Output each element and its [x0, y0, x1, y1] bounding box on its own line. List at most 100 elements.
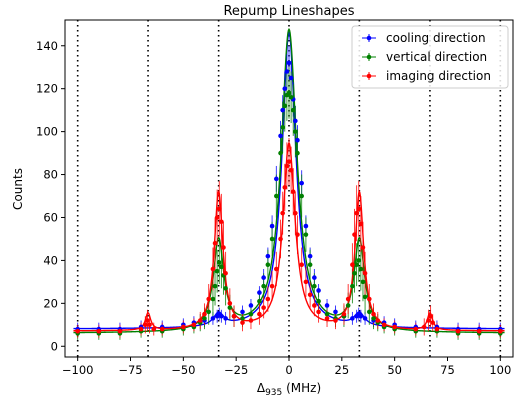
data-points	[75, 60, 503, 336]
data-point	[350, 316, 355, 321]
data-point	[202, 311, 207, 317]
legend-label: vertical direction	[386, 50, 487, 64]
legend-marker	[366, 73, 372, 79]
data-point	[360, 245, 366, 250]
x-axis-label: Δ935 (MHz)	[257, 381, 321, 398]
data-point	[212, 240, 218, 246]
data-point	[290, 189, 296, 195]
data-point	[248, 318, 254, 323]
data-point	[288, 94, 294, 100]
data-point	[145, 318, 150, 323]
data-point	[358, 266, 364, 272]
data-point	[295, 232, 300, 237]
data-point	[299, 193, 304, 199]
data-point	[316, 298, 321, 304]
data-point	[282, 185, 288, 190]
data-point	[356, 206, 362, 212]
data-point	[265, 262, 271, 268]
x-tick-label: 0	[285, 363, 292, 377]
data-point	[274, 193, 279, 199]
data-point	[231, 313, 237, 319]
data-point	[278, 236, 283, 242]
data-point	[219, 264, 224, 270]
data-point	[307, 253, 313, 259]
data-point	[434, 326, 440, 332]
data-point	[282, 103, 288, 109]
legend-label: imaging direction	[386, 69, 491, 83]
data-point	[227, 305, 233, 310]
data-point	[269, 223, 275, 229]
data-point	[261, 275, 266, 280]
data-point	[214, 215, 220, 220]
data-point	[278, 150, 283, 156]
y-tick-label: 140	[36, 39, 58, 53]
data-point	[159, 326, 165, 332]
x-tick-label: 25	[335, 363, 350, 377]
data-point	[413, 326, 419, 332]
data-point	[206, 309, 211, 315]
data-point	[455, 328, 461, 334]
data-point	[307, 262, 313, 268]
data-point	[265, 253, 271, 259]
data-point	[210, 316, 216, 321]
x-axis-label-unit: (MHz)	[282, 381, 321, 395]
data-point	[221, 245, 226, 250]
data-point	[288, 75, 294, 81]
data-point	[421, 324, 427, 330]
data-point	[350, 262, 355, 268]
data-point	[191, 322, 197, 328]
data-point	[303, 232, 309, 237]
legend-marker	[366, 54, 372, 60]
data-point	[312, 283, 317, 289]
data-point	[350, 283, 355, 289]
data-point	[223, 316, 228, 321]
data-point	[240, 320, 245, 325]
data-point	[147, 322, 152, 328]
chart-title: Repump Lineshapes	[223, 4, 354, 19]
data-point	[257, 290, 262, 295]
data-point	[257, 298, 262, 304]
y-tick-label: 40	[43, 253, 58, 267]
x-axis-label-symbol: Δ	[257, 381, 266, 395]
data-point	[210, 266, 216, 272]
data-point	[117, 328, 123, 334]
data-point	[219, 219, 224, 225]
data-point	[284, 69, 290, 74]
data-point	[354, 210, 359, 216]
data-point	[181, 324, 186, 330]
x-tick-label: −75	[118, 363, 142, 377]
data-point	[290, 107, 296, 113]
x-axis-ticks: −100 −75 −50 −25 0 25 50 75 100	[62, 357, 511, 377]
y-tick-label: 100	[36, 125, 58, 139]
x-tick-label: 100	[489, 363, 511, 377]
data-point	[143, 322, 148, 328]
data-point	[280, 125, 285, 130]
data-point	[345, 296, 351, 302]
data-point	[341, 311, 347, 317]
data-point	[362, 316, 368, 321]
data-point	[286, 159, 292, 164]
data-point	[197, 318, 203, 323]
legend-box	[351, 25, 509, 89]
data-point	[280, 107, 285, 113]
data-point	[257, 311, 262, 317]
data-point	[227, 301, 233, 306]
data-point	[476, 328, 482, 334]
data-point	[293, 129, 298, 134]
data-point	[362, 270, 368, 276]
y-axis-label: Counts	[11, 168, 25, 210]
data-point	[352, 270, 357, 276]
data-point	[269, 236, 275, 242]
data-point	[210, 296, 216, 302]
data-point	[426, 318, 431, 323]
data-point	[293, 210, 298, 216]
data-point	[307, 292, 313, 298]
data-point	[358, 313, 364, 319]
data-point	[261, 283, 266, 289]
data-point	[362, 294, 368, 300]
data-point	[360, 279, 366, 285]
data-point	[316, 288, 321, 293]
data-point	[299, 180, 304, 186]
data-point	[352, 232, 357, 237]
data-point	[151, 326, 157, 332]
